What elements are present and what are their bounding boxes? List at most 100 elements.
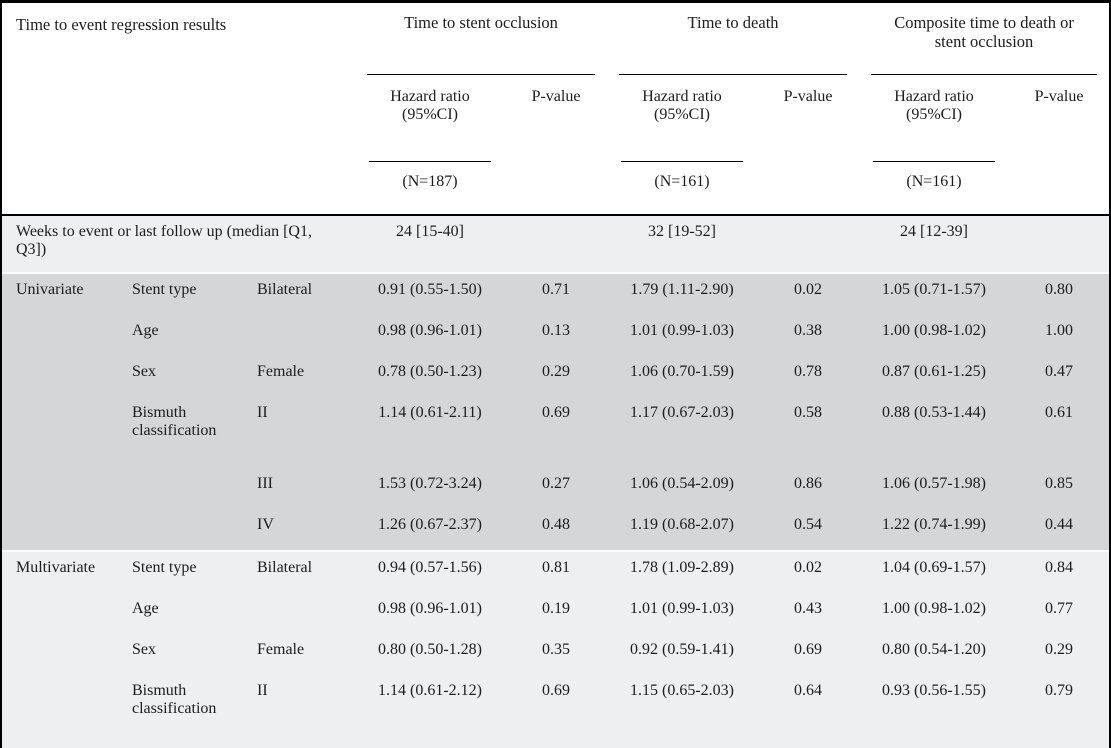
weeks-row-label-text: Weeks to event or last follow up (median… xyxy=(16,223,312,259)
column-group-underline: Composite time to death or stent occlusi… xyxy=(871,3,1098,75)
cell-p-value: 0.61 xyxy=(1009,397,1110,468)
cell-p-value: 0.64 xyxy=(757,675,860,746)
table-title: Time to event regression results xyxy=(2,3,355,216)
row-weeks-to-event: Weeks to event or last follow up (median… xyxy=(2,216,1110,274)
cell-variable: Age xyxy=(132,315,257,356)
hazard-ratio-label: Hazard ratio (95%CI) xyxy=(390,88,470,124)
cell-hazard-ratio: 1.26 (0.67-2.37) xyxy=(355,509,505,552)
cell-level: II xyxy=(257,675,355,746)
row-univariate-bismuth-iv: IV 1.26 (0.67-2.37) 0.48 1.19 (0.68-2.07… xyxy=(2,509,1110,552)
empty-cell xyxy=(505,216,608,274)
cell-section xyxy=(2,634,132,675)
column-group-stent-occlusion: Time to stent occlusion xyxy=(355,3,608,75)
cell-p-value: 0.78 xyxy=(757,356,860,397)
p-value-header: P-value xyxy=(505,75,608,162)
hazard-ratio-header: Hazard ratio (95%CI) xyxy=(859,75,1010,162)
cell-hazard-ratio: 1.01 (0.99-1.03) xyxy=(607,593,758,634)
regression-results-table: Time to event regression results Time to… xyxy=(2,3,1110,748)
cell-p-value: 0.80 xyxy=(1009,274,1110,315)
cell-variable: Bismuth classification xyxy=(132,397,257,468)
cell-p-value: 0.84 xyxy=(1009,552,1110,593)
cell-hazard-ratio: 1.00 (0.98-1.02) xyxy=(859,593,1010,634)
cell-p-value: 0.43 xyxy=(757,593,860,634)
column-group-title: Time to stent occlusion xyxy=(404,13,558,32)
cell-p-value: 0.88 xyxy=(757,746,860,748)
hazard-ratio-underline: Hazard ratio (95%CI) xyxy=(369,75,491,162)
empty-cell xyxy=(1009,216,1110,274)
cell-level xyxy=(257,315,355,356)
cell-variable xyxy=(132,746,257,748)
sample-size: (N=187) xyxy=(355,162,505,216)
cell-hazard-ratio: 0.91 (0.55-1.50) xyxy=(355,274,505,315)
cell-p-value: 0.29 xyxy=(1009,634,1110,675)
weeks-value-death: 32 [19-52] xyxy=(607,216,758,274)
row-multivariate-bismuth-ii: Bismuth classification II 1.14 (0.61-2.1… xyxy=(2,675,1110,746)
cell-section xyxy=(2,397,132,468)
cell-hazard-ratio: 1.06 (0.57-1.98) xyxy=(859,746,1010,748)
cell-hazard-ratio: 1.14 (0.61-2.11) xyxy=(355,397,505,468)
cell-p-value: 0.47 xyxy=(1009,356,1110,397)
cell-section xyxy=(2,746,132,748)
cell-variable: Stent type xyxy=(132,552,257,593)
cell-hazard-ratio: 0.80 (0.54-1.20) xyxy=(859,634,1010,675)
row-univariate-sex: Sex Female 0.78 (0.50-1.23) 0.29 1.06 (0… xyxy=(2,356,1110,397)
column-group-title: Composite time to death or stent occlusi… xyxy=(894,13,1074,51)
cell-p-value: 0.44 xyxy=(1009,509,1110,552)
row-univariate-stent-type: Univariate Stent type Bilateral 0.91 (0.… xyxy=(2,274,1110,315)
cell-hazard-ratio: 1.06 (0.54-2.09) xyxy=(607,468,758,509)
column-group-death: Time to death xyxy=(607,3,860,75)
cell-hazard-ratio: 1.04 (0.69-1.57) xyxy=(859,552,1010,593)
hazard-ratio-header: Hazard ratio (95%CI) xyxy=(355,75,505,162)
cell-level: III xyxy=(257,746,355,748)
cell-hazard-ratio: 0.87 (0.61-1.25) xyxy=(859,356,1010,397)
cell-p-value: 0.29 xyxy=(505,746,608,748)
cell-p-value: 0.81 xyxy=(505,552,608,593)
cell-hazard-ratio: 1.50 (0.70-3.18) xyxy=(355,746,505,748)
sample-size: (N=161) xyxy=(607,162,758,216)
cell-hazard-ratio: 1.78 (1.09-2.89) xyxy=(607,552,758,593)
row-multivariate-stent-type: Multivariate Stent type Bilateral 0.94 (… xyxy=(2,552,1110,593)
header-row-groups: Time to event regression results Time to… xyxy=(2,3,1110,216)
cell-p-value: 0.85 xyxy=(1009,468,1110,509)
hazard-ratio-underline: Hazard ratio (95%CI) xyxy=(873,75,996,162)
cell-hazard-ratio: 0.93 (0.56-1.55) xyxy=(859,675,1010,746)
empty-cell xyxy=(757,216,860,274)
row-univariate-bismuth-ii: Bismuth classification II 1.14 (0.61-2.1… xyxy=(2,397,1110,468)
cell-hazard-ratio: 1.53 (0.72-3.24) xyxy=(355,468,505,509)
cell-level: Female xyxy=(257,356,355,397)
cell-p-value: 0.13 xyxy=(505,315,608,356)
row-univariate-bismuth-iii: III 1.53 (0.72-3.24) 0.27 1.06 (0.54-2.0… xyxy=(2,468,1110,509)
cell-variable: Sex xyxy=(132,356,257,397)
header-row-sample-sizes: (N=187) (N=161) (N=161) xyxy=(2,162,1110,216)
hazard-ratio-label: Hazard ratio (95%CI) xyxy=(642,88,722,124)
cell-section xyxy=(2,509,132,552)
p-value-header: P-value xyxy=(757,75,860,162)
cell-p-value: 0.02 xyxy=(757,274,860,315)
cell-hazard-ratio: 1.01 (0.99-1.03) xyxy=(607,315,758,356)
hazard-ratio-underline: Hazard ratio (95%CI) xyxy=(621,75,744,162)
cell-p-value: 0.77 xyxy=(1009,593,1110,634)
header-row-subheaders: Hazard ratio (95%CI) P-value Hazard rati… xyxy=(2,75,1110,162)
cell-p-value: 0.27 xyxy=(505,468,608,509)
hazard-ratio-header: Hazard ratio (95%CI) xyxy=(607,75,758,162)
cell-variable xyxy=(132,468,257,509)
cell-level: IV xyxy=(257,509,355,552)
empty-cell xyxy=(1009,162,1110,216)
cell-p-value: 0.29 xyxy=(505,356,608,397)
cell-hazard-ratio: 1.22 (0.74-1.99) xyxy=(859,509,1010,552)
cell-level xyxy=(257,593,355,634)
cell-hazard-ratio: 0.80 (0.50-1.28) xyxy=(355,634,505,675)
cell-section xyxy=(2,675,132,746)
empty-cell xyxy=(505,162,608,216)
cell-p-value: 0.86 xyxy=(757,468,860,509)
cell-p-value: 0.79 xyxy=(1009,675,1110,746)
column-group-underline: Time to stent occlusion xyxy=(367,3,596,75)
cell-variable: Age xyxy=(132,593,257,634)
cell-section: Multivariate xyxy=(2,552,132,593)
cell-section xyxy=(2,356,132,397)
cell-p-value: 0.38 xyxy=(757,315,860,356)
cell-level: Female xyxy=(257,634,355,675)
row-multivariate-age: Age 0.98 (0.96-1.01) 0.19 1.01 (0.99-1.0… xyxy=(2,593,1110,634)
cell-p-value: 0.58 xyxy=(757,397,860,468)
